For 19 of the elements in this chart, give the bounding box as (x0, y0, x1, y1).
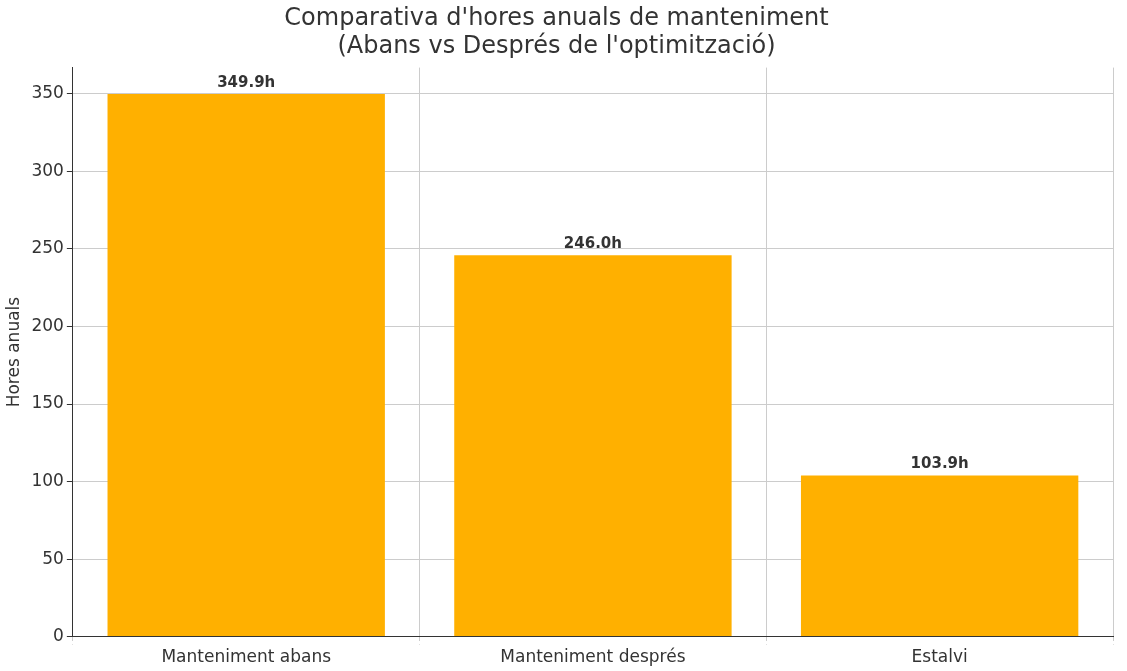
data-label: 246.0h (563, 233, 622, 252)
y-tick-label: 100 (31, 469, 64, 490)
chart-title: Comparativa d'hores anuals de manteniment (Abans vs Després de l'optimització) (284, 2, 829, 60)
bar (107, 94, 385, 637)
y-tick-label: 250 (31, 237, 64, 258)
x-tick-label: Manteniment abans (161, 646, 332, 667)
y-tick-label: 0 (53, 625, 64, 646)
y-tick-label: 200 (31, 314, 64, 335)
bar (454, 255, 732, 637)
y-tick-label: 150 (31, 392, 64, 413)
x-tick-label: Estalvi (911, 646, 968, 667)
x-tick-label: Manteniment després (500, 646, 686, 667)
bar (800, 475, 1079, 637)
data-label: 103.9h (910, 453, 969, 472)
data-label: 349.9h (217, 72, 276, 91)
y-axis-title: Hores anuals (2, 296, 23, 408)
y-tick-label: 300 (31, 159, 64, 180)
y-tick-label: 50 (42, 547, 64, 568)
y-tick-label: 350 (31, 82, 64, 103)
